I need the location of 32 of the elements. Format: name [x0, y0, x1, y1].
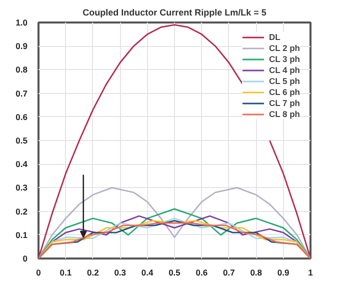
y-tick-label: 0.9: [16, 41, 28, 52]
y-tick-label: 0.2: [16, 206, 28, 216]
chart-title: Coupled Inductor Current Ripple Lm/Lk = 5: [82, 8, 266, 18]
x-tick-label: 0: [36, 268, 42, 278]
y-tick-label: 1.0: [16, 18, 28, 28]
y-tick-label: 0: [22, 254, 28, 264]
line-series: [38, 187, 310, 258]
legend-label: DL: [268, 32, 282, 42]
x-tick-label: 0.6: [196, 268, 208, 278]
y-tick-label: 0.3: [16, 182, 28, 193]
legend-label: CL 3 ph: [268, 54, 300, 64]
y-tick-label: 0.5: [16, 136, 28, 146]
y-tick-label: 0.4: [16, 159, 28, 170]
x-tick-label: 0.7: [222, 268, 236, 278]
x-tick-label: 0.4: [141, 268, 154, 278]
y-tick-label: 0.7: [16, 88, 28, 98]
legend-label: CL 4 ph: [268, 65, 300, 75]
x-tick-label: 1: [308, 268, 314, 278]
x-tick-label: 0.1: [60, 268, 72, 278]
legend-label: CL 6 ph: [268, 87, 300, 97]
y-tick-label: 0.8: [16, 64, 28, 75]
x-tick-label: 0.8: [250, 268, 262, 278]
x-tick-label: 0.9: [277, 268, 290, 278]
y-tick-label: 0.1: [16, 230, 28, 240]
y-tick-label: 0.6: [16, 112, 28, 122]
legend-label: CL 7 ph: [268, 98, 300, 108]
x-tick-label: 0.5: [168, 268, 181, 278]
legend-label: CL 5 ph: [268, 76, 300, 86]
legend-label: CL 8 ph: [268, 109, 300, 119]
x-tick-label: 0.3: [114, 268, 126, 278]
legend-label: CL 2 ph: [268, 43, 300, 53]
x-tick-label: 0.2: [86, 268, 100, 278]
